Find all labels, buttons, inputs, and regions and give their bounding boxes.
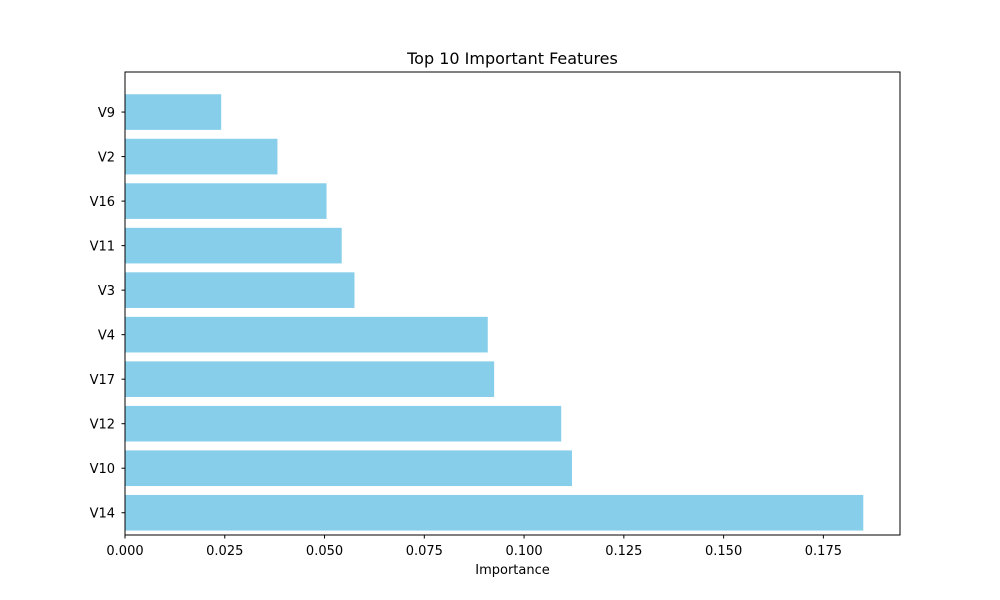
y-tick-label: V14	[90, 507, 115, 522]
bar-v2	[125, 138, 278, 175]
bar-v4	[125, 316, 488, 353]
bar-v14	[125, 494, 864, 531]
bar-v17	[125, 361, 495, 397]
chart-title: Top 10 Important Features	[406, 49, 618, 68]
x-tick-label: 0.075	[406, 544, 443, 559]
bar-v3	[125, 272, 355, 308]
y-tick-label: V17	[90, 373, 115, 388]
bar-v10	[125, 450, 572, 487]
plot-frame	[124, 71, 901, 536]
x-tick-label: 0.050	[306, 544, 343, 559]
x-tick-label: 0.100	[505, 544, 542, 559]
bar-v16	[125, 183, 327, 219]
x-tick-label: 0.150	[705, 544, 742, 559]
y-tick-label: V12	[90, 418, 115, 433]
bar-v9	[125, 94, 222, 130]
y-tick-label: V9	[98, 106, 115, 121]
y-tick-label: V4	[98, 329, 115, 344]
x-tick-label: 0.000	[106, 544, 143, 559]
y-tick-label: V3	[98, 284, 115, 299]
bar-v11	[125, 227, 342, 264]
x-tick-label: 0.175	[805, 544, 842, 559]
y-tick-label: V16	[90, 195, 115, 210]
x-tick-label: 0.025	[206, 544, 243, 559]
bar-v12	[125, 405, 562, 442]
y-tick-label: V10	[90, 462, 115, 477]
y-tick-label: V2	[98, 151, 115, 166]
x-tick-label: 0.125	[605, 544, 642, 559]
x-axis-label: Importance	[475, 563, 550, 578]
bars-group	[125, 94, 864, 531]
y-axis-ticks: V14 V10 V12 V17 V4 V3 V11 V16 V2 V9	[90, 106, 125, 522]
x-axis-ticks: 0.000 0.025 0.050 0.075 0.100 0.125 0.150 0.175	[106, 535, 842, 559]
y-tick-label: V11	[90, 240, 115, 255]
